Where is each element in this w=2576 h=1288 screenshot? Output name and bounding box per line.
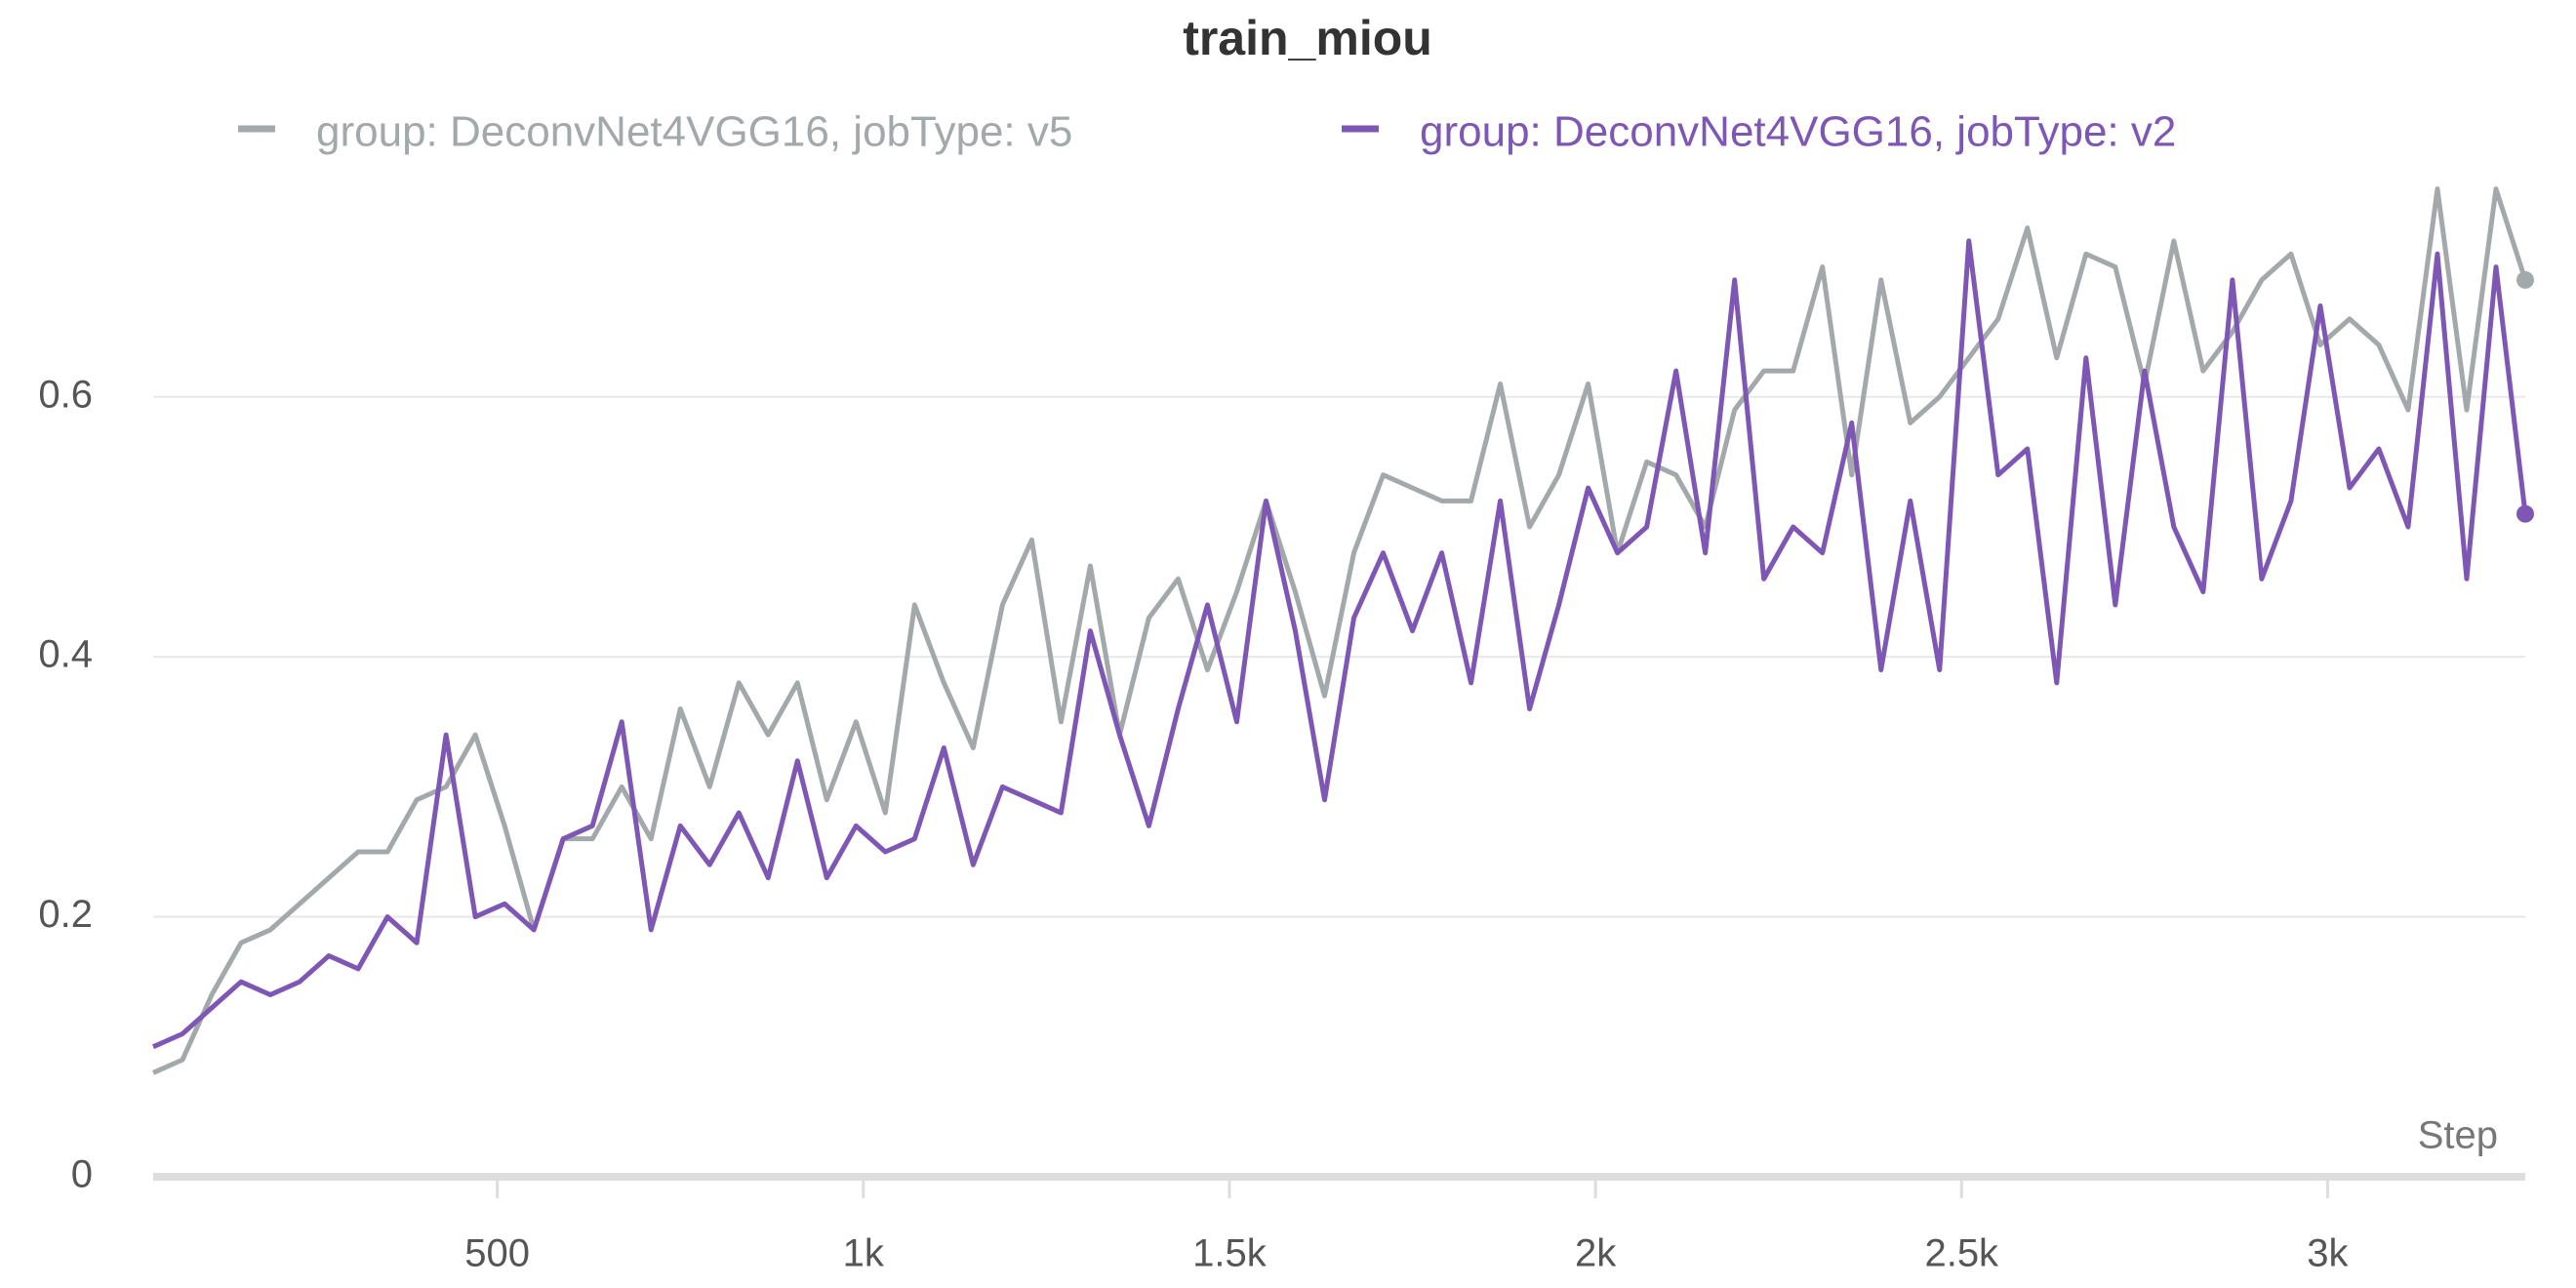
x-tick-label: 2.5k [1924,1232,1999,1275]
legend-label: group: DeconvNet4VGG16, jobType: v5 [316,108,1072,156]
y-tick-label: 0.4 [38,633,93,676]
chart-title: train_miou [1183,11,1432,65]
y-tick-label: 0 [71,1153,93,1196]
end-marker [2516,504,2534,523]
x-tick-label: 3k [2307,1232,2349,1275]
x-tick-label: 500 [464,1232,530,1275]
end-marker [2516,270,2534,289]
y-tick-label: 0.2 [38,893,93,936]
y-tick-label: 0.6 [38,373,93,416]
legend-label: group: DeconvNet4VGG16, jobType: v2 [1420,108,2176,156]
x-axis-label: Step [2418,1114,2498,1157]
series-line [151,238,2528,1050]
x-tick-label: 2k [1575,1232,1617,1275]
series-line [151,186,2528,1075]
x-tick-label: 1.5k [1192,1232,1268,1275]
x-tick-label: 1k [843,1232,885,1275]
